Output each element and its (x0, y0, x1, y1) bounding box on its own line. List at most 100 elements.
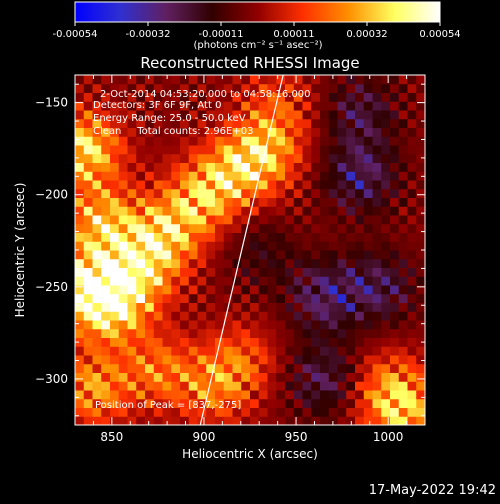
heatmap-cell (407, 153, 417, 163)
heatmap-cell (92, 276, 102, 286)
heatmap-cell (311, 162, 321, 172)
heatmap-cell (127, 416, 137, 425)
heatmap-cell (188, 180, 198, 190)
heatmap-cell (180, 127, 190, 137)
heatmap-cell (118, 250, 128, 260)
heatmap-cell (337, 110, 347, 120)
heatmap-cell (407, 267, 417, 277)
heatmap-cell (302, 381, 312, 391)
heatmap-cell (75, 215, 85, 225)
heatmap-cell (355, 381, 365, 391)
heatmap-cell (241, 232, 251, 242)
heatmap-cell (75, 363, 85, 373)
heatmap-cell (381, 101, 391, 111)
heatmap-cell (241, 250, 251, 260)
heatmap-cell (188, 92, 198, 102)
heatmap-cell (302, 363, 312, 373)
heatmap-cell (416, 390, 425, 400)
heatmap-cell (276, 232, 286, 242)
heatmap-cell (118, 101, 128, 111)
heatmap-cell (276, 162, 286, 172)
heatmap-cell (162, 83, 172, 93)
heatmap-cell (145, 232, 155, 242)
heatmap-cell (153, 162, 163, 172)
heatmap-cell (83, 390, 93, 400)
heatmap-cell (285, 197, 295, 207)
heatmap-cell (75, 241, 85, 251)
heatmap-cell (171, 320, 181, 330)
heatmap-cell (390, 355, 400, 365)
heatmap-cell (320, 136, 330, 146)
heatmap-cell (75, 267, 85, 277)
heatmap-cell (197, 171, 207, 181)
heatmap-cell (75, 355, 85, 365)
heatmap-cell (328, 127, 338, 137)
heatmap-cell (293, 302, 303, 312)
heatmap-cell (311, 241, 321, 251)
heatmap-cell (145, 320, 155, 330)
heatmap-cell (328, 372, 338, 382)
heatmap-cell (285, 258, 295, 268)
heatmap-cell (101, 302, 111, 312)
heatmap-cell (223, 75, 233, 85)
heatmap-cell (232, 215, 242, 225)
heatmap-cell (372, 83, 382, 93)
heatmap-cell (118, 75, 128, 85)
heatmap-cell (337, 101, 347, 111)
heatmap-cell (285, 293, 295, 303)
heatmap-cell (381, 92, 391, 102)
heatmap-cell (258, 180, 268, 190)
heatmap-cell (180, 285, 190, 295)
heatmap-cell (381, 250, 391, 260)
heatmap-cell (320, 258, 330, 268)
heatmap-cell (372, 346, 382, 356)
heatmap-cell (267, 285, 277, 295)
heatmap-cell (250, 302, 260, 312)
heatmap-cell (328, 355, 338, 365)
heatmap-cell (398, 320, 408, 330)
heatmap-cell (302, 407, 312, 417)
heatmap-cell (416, 110, 425, 120)
heatmap-cell (118, 285, 128, 295)
heatmap-cell (267, 83, 277, 93)
heatmap-cell (250, 162, 260, 172)
heatmap-cell (372, 188, 382, 198)
heatmap-cell (162, 232, 172, 242)
heatmap-cell (276, 302, 286, 312)
heatmap-cell (118, 276, 128, 286)
heatmap-cell (101, 390, 111, 400)
heatmap-cell (302, 180, 312, 190)
heatmap-cell (92, 320, 102, 330)
heatmap-cell (241, 118, 251, 128)
heatmap-cell (92, 215, 102, 225)
heatmap-cell (390, 390, 400, 400)
heatmap-cell (206, 197, 216, 207)
heatmap-cell (293, 223, 303, 233)
heatmap-cell (328, 381, 338, 391)
heatmap-cell (293, 276, 303, 286)
heatmap-cell (101, 92, 111, 102)
heatmap-cell (267, 101, 277, 111)
heatmap-cell (92, 188, 102, 198)
heatmap-cell (328, 302, 338, 312)
heatmap-cell (363, 311, 373, 321)
heatmap-cell (162, 197, 172, 207)
heatmap-cell (171, 407, 181, 417)
heatmap-cell (127, 407, 137, 417)
heatmap-cell (83, 355, 93, 365)
heatmap-cell (206, 276, 216, 286)
heatmap-cell (136, 302, 146, 312)
heatmap-cell (293, 127, 303, 137)
heatmap-cell (398, 293, 408, 303)
heatmap-cell (372, 153, 382, 163)
heatmap-cell (258, 407, 268, 417)
heatmap-cell (320, 232, 330, 242)
heatmap-cell (153, 127, 163, 137)
heatmap-cell (302, 188, 312, 198)
heatmap-cell (223, 215, 233, 225)
heatmap-cell (110, 293, 120, 303)
heatmap-cell (83, 180, 93, 190)
heatmap-cell (83, 328, 93, 338)
heatmap-cell (250, 337, 260, 347)
heatmap-cell (118, 355, 128, 365)
